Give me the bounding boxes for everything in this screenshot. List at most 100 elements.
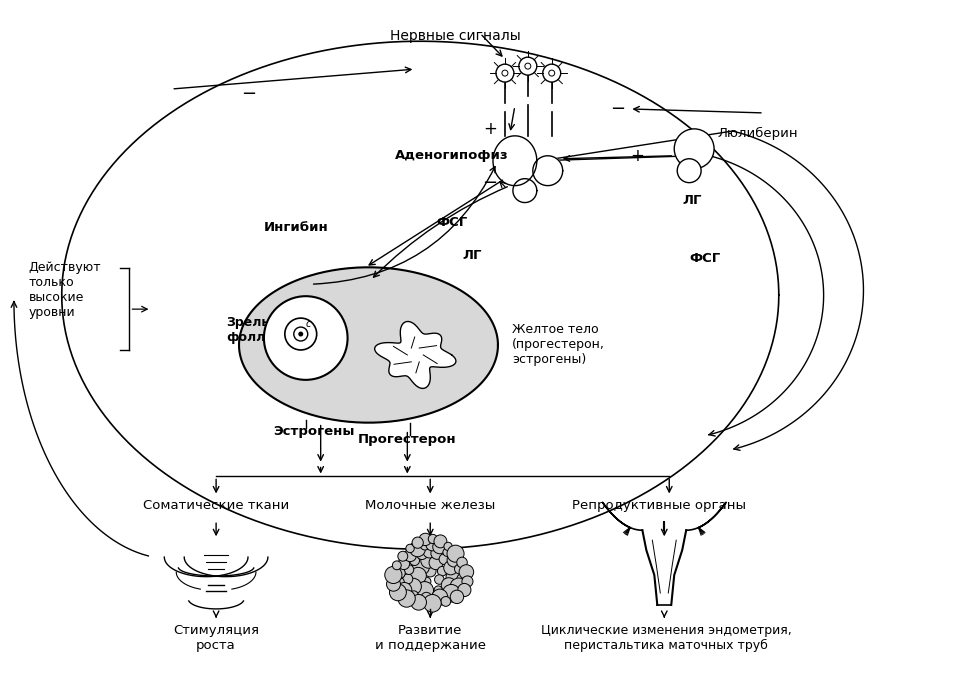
- Polygon shape: [513, 179, 537, 203]
- Circle shape: [457, 574, 466, 583]
- Circle shape: [420, 540, 430, 550]
- Circle shape: [425, 566, 436, 577]
- Circle shape: [455, 564, 465, 574]
- Circle shape: [431, 547, 443, 559]
- Circle shape: [416, 582, 433, 599]
- Circle shape: [419, 533, 431, 546]
- Text: Зрелый
фолликул: Зрелый фолликул: [226, 316, 300, 344]
- Text: Соматические ткани: Соматические ткани: [143, 499, 289, 512]
- Text: +: +: [483, 120, 497, 138]
- Circle shape: [409, 591, 418, 600]
- Polygon shape: [239, 267, 498, 423]
- Circle shape: [677, 158, 701, 182]
- Circle shape: [411, 594, 427, 610]
- Circle shape: [410, 568, 427, 584]
- Circle shape: [450, 578, 468, 596]
- Text: Нервные сигналы: Нервные сигналы: [391, 29, 521, 43]
- Circle shape: [496, 64, 514, 82]
- Polygon shape: [493, 136, 537, 186]
- Circle shape: [394, 568, 405, 579]
- Text: ФСГ: ФСГ: [690, 252, 721, 265]
- Circle shape: [446, 570, 460, 584]
- Circle shape: [434, 535, 447, 548]
- Circle shape: [298, 331, 303, 337]
- Circle shape: [443, 548, 451, 557]
- Circle shape: [458, 583, 471, 596]
- Text: ЛГ: ЛГ: [682, 194, 701, 207]
- Circle shape: [404, 565, 414, 574]
- Polygon shape: [533, 156, 563, 186]
- Text: −: −: [610, 100, 625, 118]
- Circle shape: [441, 596, 451, 607]
- Circle shape: [437, 566, 447, 576]
- Circle shape: [385, 566, 402, 583]
- Text: Прогестерон: Прогестерон: [358, 433, 457, 446]
- Circle shape: [423, 545, 436, 558]
- Circle shape: [442, 585, 460, 602]
- Circle shape: [444, 561, 458, 575]
- Polygon shape: [375, 322, 456, 389]
- Circle shape: [447, 545, 464, 562]
- Text: +: +: [630, 147, 645, 165]
- Text: Желтое тело
(прогестерон,
эстрогены): Желтое тело (прогестерон, эстрогены): [512, 324, 605, 367]
- Circle shape: [405, 579, 422, 594]
- Circle shape: [393, 561, 401, 570]
- Text: Репродуктивные органы: Репродуктивные органы: [573, 499, 746, 512]
- Text: c: c: [306, 319, 312, 329]
- Circle shape: [412, 557, 430, 575]
- Circle shape: [423, 577, 431, 586]
- Circle shape: [395, 577, 404, 587]
- Circle shape: [410, 556, 420, 566]
- Circle shape: [412, 537, 424, 548]
- Circle shape: [417, 548, 428, 559]
- Circle shape: [398, 558, 410, 570]
- Text: Ингибин: Ингибин: [263, 221, 328, 234]
- Text: Развитие
и поддержание: Развитие и поддержание: [375, 624, 486, 652]
- Circle shape: [543, 64, 561, 82]
- Text: Аденогипофиз: Аденогипофиз: [395, 150, 509, 163]
- Circle shape: [439, 554, 450, 565]
- Text: Люлиберин: Люлиберин: [717, 127, 798, 141]
- Circle shape: [432, 540, 447, 554]
- Circle shape: [264, 296, 348, 380]
- Circle shape: [447, 553, 461, 567]
- Circle shape: [431, 589, 448, 605]
- Circle shape: [459, 565, 473, 579]
- Circle shape: [450, 590, 464, 604]
- Circle shape: [397, 551, 408, 561]
- Circle shape: [404, 549, 417, 561]
- Circle shape: [519, 57, 537, 75]
- Circle shape: [434, 575, 444, 584]
- Text: Циклические изменения эндометрия,
перистальтика маточных труб: Циклические изменения эндометрия, перист…: [541, 624, 792, 652]
- Circle shape: [548, 70, 555, 76]
- Circle shape: [390, 584, 406, 601]
- Circle shape: [406, 544, 414, 553]
- Circle shape: [402, 574, 413, 584]
- Circle shape: [398, 590, 415, 607]
- Circle shape: [387, 577, 400, 591]
- Circle shape: [429, 534, 437, 544]
- Circle shape: [674, 129, 714, 169]
- Text: Действуют
только
высокие
уровни: Действуют только высокие уровни: [29, 261, 101, 319]
- Circle shape: [444, 542, 452, 550]
- Circle shape: [397, 583, 412, 597]
- Circle shape: [434, 586, 442, 594]
- Circle shape: [525, 63, 531, 69]
- Text: ЛГ: ЛГ: [462, 249, 481, 262]
- Text: Молочные железы: Молочные железы: [365, 499, 496, 512]
- Circle shape: [410, 541, 426, 557]
- Circle shape: [430, 556, 443, 570]
- Circle shape: [441, 578, 456, 593]
- Text: ФСГ: ФСГ: [436, 216, 468, 229]
- Circle shape: [502, 70, 507, 76]
- Circle shape: [421, 592, 431, 603]
- Circle shape: [424, 594, 441, 612]
- Circle shape: [421, 553, 436, 568]
- Circle shape: [294, 327, 308, 341]
- Circle shape: [426, 538, 439, 551]
- Text: Стимуляция
роста: Стимуляция роста: [173, 624, 259, 652]
- Circle shape: [284, 318, 317, 350]
- Circle shape: [457, 557, 468, 568]
- Text: Эстрогены: Эстрогены: [273, 425, 355, 438]
- Text: −: −: [482, 173, 498, 192]
